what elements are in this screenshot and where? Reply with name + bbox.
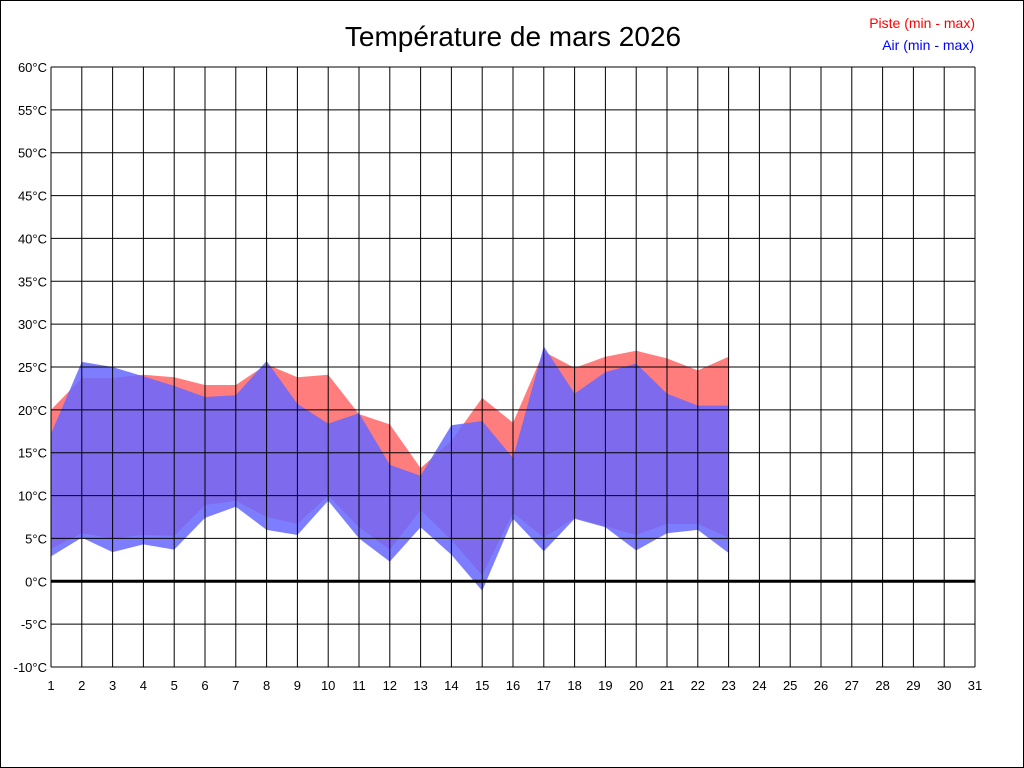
x-tick-label: 2 <box>78 678 85 693</box>
x-tick-label: 31 <box>968 678 982 693</box>
grid <box>50 66 976 668</box>
x-tick-label: 30 <box>937 678 951 693</box>
x-tick-label: 20 <box>629 678 643 693</box>
x-tick-label: 9 <box>294 678 301 693</box>
x-tick-label: 6 <box>201 678 208 693</box>
y-tick-label: 40°C <box>18 231 47 246</box>
x-tick-label: 14 <box>444 678 458 693</box>
x-tick-label: 10 <box>321 678 335 693</box>
x-tick-label: 11 <box>352 678 366 693</box>
axis-ticks: -10°C -5°C 0°C 5°C 10°C 15°C 20°C 25°C 30°C 35°C 4… <box>14 60 983 693</box>
x-tick-label: 18 <box>567 678 581 693</box>
x-tick-label: 7 <box>232 678 239 693</box>
x-tick-label: 4 <box>140 678 147 693</box>
y-tick-label: 10°C <box>18 489 47 504</box>
y-tick-label: 55°C <box>18 103 47 118</box>
x-tick-label: 12 <box>383 678 397 693</box>
legend-piste: Piste (min - max) <box>869 15 975 31</box>
y-tick-label: 50°C <box>18 146 47 161</box>
y-tick-label: 0°C <box>25 574 47 589</box>
legend-air: Air (min - max) <box>882 37 974 53</box>
x-tick-label: 23 <box>721 678 735 693</box>
y-tick-label: 20°C <box>18 403 47 418</box>
x-tick-label: 21 <box>660 678 674 693</box>
x-tick-label: 24 <box>752 678 766 693</box>
y-tick-label: 5°C <box>25 531 47 546</box>
x-tick-label: 25 <box>783 678 797 693</box>
y-tick-label: 30°C <box>18 317 47 332</box>
x-tick-label: 13 <box>413 678 427 693</box>
x-tick-label: 27 <box>845 678 859 693</box>
x-tick-label: 8 <box>263 678 270 693</box>
x-tick-label: 5 <box>171 678 178 693</box>
x-tick-label: 15 <box>475 678 489 693</box>
y-tick-label: -5°C <box>21 617 47 632</box>
x-tick-label: 17 <box>537 678 551 693</box>
y-tick-label: 15°C <box>18 446 47 461</box>
y-tick-label: -10°C <box>14 660 47 675</box>
y-tick-label: 60°C <box>18 60 47 75</box>
y-tick-label: 45°C <box>18 189 47 204</box>
x-tick-label: 19 <box>598 678 612 693</box>
x-tick-label: 22 <box>691 678 705 693</box>
x-tick-label: 1 <box>47 678 54 693</box>
y-tick-label: 25°C <box>18 360 47 375</box>
chart-title: Température de mars 2026 <box>345 21 681 52</box>
x-tick-label: 26 <box>814 678 828 693</box>
x-tick-label: 29 <box>906 678 920 693</box>
y-tick-label: 35°C <box>18 274 47 289</box>
x-tick-label: 16 <box>506 678 520 693</box>
x-tick-label: 28 <box>875 678 889 693</box>
x-tick-label: 3 <box>109 678 116 693</box>
